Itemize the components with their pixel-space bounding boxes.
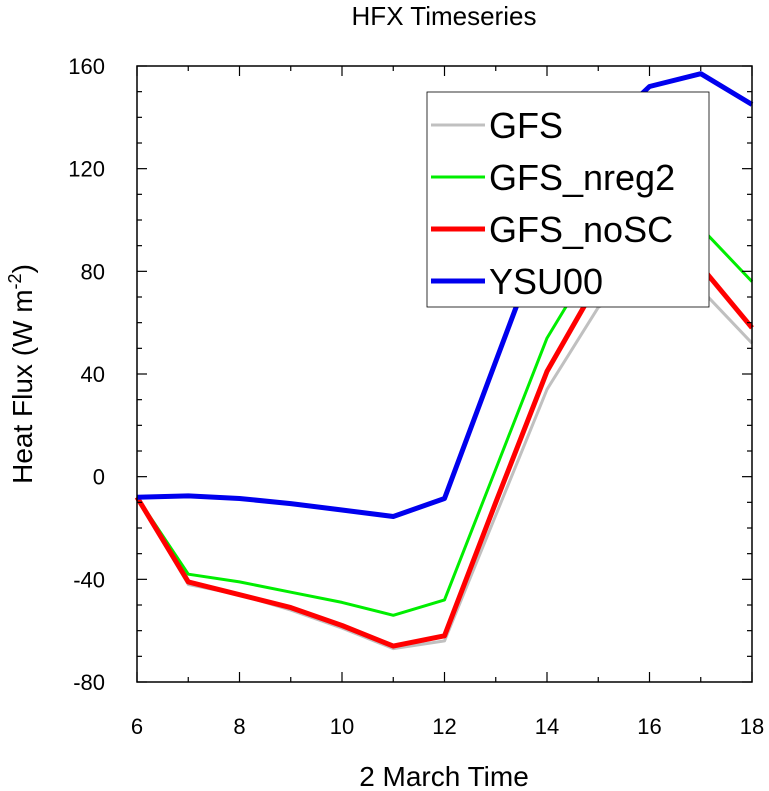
x-tick-label: 12 (432, 714, 456, 739)
axes-layer: 6 8 10 12 14 16 18 -80 -40 0 40 80 120 160 (68, 54, 764, 739)
x-tick-label: 8 (233, 714, 245, 739)
legend-box (426, 91, 710, 308)
legend-label-2: GFS_noSC (489, 209, 673, 250)
series-line-3 (136, 71, 754, 519)
y-tick-label: 0 (93, 465, 105, 490)
x-tick-label: 6 (131, 714, 143, 739)
legend-label-3: YSU00 (489, 261, 603, 302)
y-tick-label: 160 (68, 54, 105, 79)
x-tick-label: 16 (637, 714, 661, 739)
legend: GFS GFS_nreg2 GFS_noSC YSU00 (426, 91, 710, 308)
x-tick-label: 18 (740, 714, 764, 739)
legend-label-1: GFS_nreg2 (489, 157, 675, 198)
chart-title: HFX Timeseries (352, 1, 537, 31)
y-axis-title-main: Heat Flux (W m (7, 289, 38, 483)
y-tick-label: 40 (81, 362, 105, 387)
y-tick-label: -40 (73, 567, 105, 592)
y-axis-title: Heat Flux (W m-2) (5, 264, 38, 484)
y-tick-label: 120 (68, 157, 105, 182)
x-tick-label: 10 (330, 714, 354, 739)
x-axis-title: 2 March Time (359, 761, 529, 791)
y-axis-title-close: ) (7, 264, 38, 273)
y-tick-label: 80 (81, 259, 105, 284)
y-tick-label: -80 (73, 670, 105, 695)
series-line-2 (134, 248, 754, 649)
x-tick-label: 14 (535, 714, 559, 739)
y-axis-title-superscript: -2 (5, 273, 25, 289)
legend-label-0: GFS (489, 105, 563, 146)
